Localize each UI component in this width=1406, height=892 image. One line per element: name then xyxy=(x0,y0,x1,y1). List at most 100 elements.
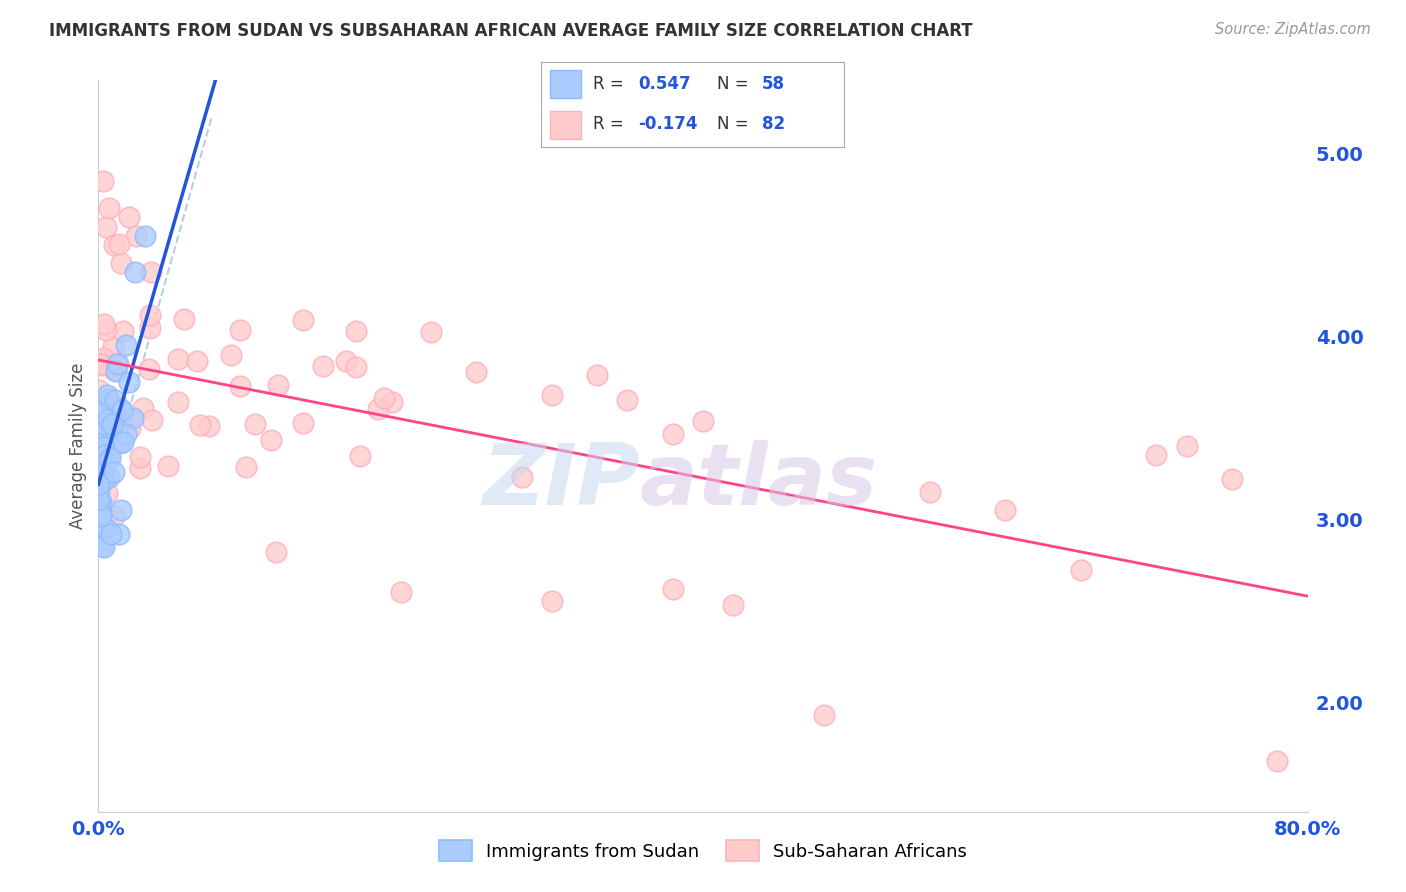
Immigrants from Sudan xyxy=(90,445,112,459)
Immigrants from Sudan xyxy=(89,472,111,486)
Sub-Saharan Africans xyxy=(138,321,160,335)
Sub-Saharan Africans xyxy=(118,211,141,225)
Immigrants from Sudan xyxy=(89,423,111,437)
Immigrants from Sudan xyxy=(110,503,132,517)
Sub-Saharan Africans xyxy=(994,503,1017,517)
Immigrants from Sudan xyxy=(103,466,125,480)
Sub-Saharan Africans xyxy=(90,358,112,372)
Immigrants from Sudan xyxy=(115,426,138,441)
Immigrants from Sudan xyxy=(94,448,117,462)
Sub-Saharan Africans xyxy=(94,427,117,442)
Immigrants from Sudan xyxy=(91,425,114,440)
Text: ZIP: ZIP xyxy=(482,440,640,524)
Immigrants from Sudan xyxy=(98,470,121,484)
Immigrants from Sudan xyxy=(90,431,112,445)
Sub-Saharan Africans xyxy=(723,598,745,612)
Immigrants from Sudan xyxy=(91,469,114,483)
Immigrants from Sudan xyxy=(89,507,111,521)
Sub-Saharan Africans xyxy=(103,237,125,252)
Text: N =: N = xyxy=(717,75,754,93)
Sub-Saharan Africans xyxy=(918,484,941,499)
Text: IMMIGRANTS FROM SUDAN VS SUBSAHARAN AFRICAN AVERAGE FAMILY SIZE CORRELATION CHAR: IMMIGRANTS FROM SUDAN VS SUBSAHARAN AFRI… xyxy=(49,22,973,40)
Sub-Saharan Africans xyxy=(91,174,114,188)
Immigrants from Sudan xyxy=(87,467,110,481)
Sub-Saharan Africans xyxy=(692,414,714,428)
Immigrants from Sudan xyxy=(96,388,118,402)
Sub-Saharan Africans xyxy=(1220,472,1243,486)
Sub-Saharan Africans xyxy=(228,379,250,393)
Immigrants from Sudan xyxy=(110,403,132,417)
Sub-Saharan Africans xyxy=(186,353,208,368)
Immigrants from Sudan xyxy=(107,527,129,541)
Immigrants from Sudan xyxy=(89,467,111,481)
Legend: Immigrants from Sudan, Sub-Saharan Africans: Immigrants from Sudan, Sub-Saharan Afric… xyxy=(432,833,974,869)
Immigrants from Sudan xyxy=(89,426,111,441)
Immigrants from Sudan xyxy=(111,435,134,450)
Sub-Saharan Africans xyxy=(264,545,287,559)
Sub-Saharan Africans xyxy=(103,508,125,523)
Immigrants from Sudan xyxy=(100,417,122,432)
Immigrants from Sudan xyxy=(89,439,111,453)
Immigrants from Sudan xyxy=(90,495,112,509)
Immigrants from Sudan xyxy=(90,458,112,472)
Sub-Saharan Africans xyxy=(344,359,367,374)
Sub-Saharan Africans xyxy=(1175,439,1198,453)
Sub-Saharan Africans xyxy=(245,417,267,431)
Sub-Saharan Africans xyxy=(87,353,110,368)
Sub-Saharan Africans xyxy=(141,413,163,427)
Sub-Saharan Africans xyxy=(367,401,389,416)
Sub-Saharan Africans xyxy=(125,228,148,243)
Text: atlas: atlas xyxy=(640,440,877,524)
Immigrants from Sudan xyxy=(93,540,115,554)
Sub-Saharan Africans xyxy=(107,355,129,369)
Sub-Saharan Africans xyxy=(267,378,290,392)
Y-axis label: Average Family Size: Average Family Size xyxy=(69,363,87,529)
Text: R =: R = xyxy=(593,115,628,133)
Sub-Saharan Africans xyxy=(173,312,195,326)
Immigrants from Sudan xyxy=(87,491,110,506)
Text: R =: R = xyxy=(593,75,628,93)
Sub-Saharan Africans xyxy=(91,351,114,365)
Sub-Saharan Africans xyxy=(141,265,163,279)
Sub-Saharan Africans xyxy=(129,461,152,475)
Sub-Saharan Africans xyxy=(661,427,683,442)
Immigrants from Sudan xyxy=(105,420,128,434)
Sub-Saharan Africans xyxy=(420,325,443,339)
Sub-Saharan Africans xyxy=(661,582,683,596)
Sub-Saharan Africans xyxy=(465,366,488,380)
Sub-Saharan Africans xyxy=(1070,563,1092,577)
Sub-Saharan Africans xyxy=(111,409,134,424)
Bar xyxy=(550,70,581,98)
Text: Source: ZipAtlas.com: Source: ZipAtlas.com xyxy=(1215,22,1371,37)
Immigrants from Sudan xyxy=(87,452,110,467)
Text: 82: 82 xyxy=(762,115,785,133)
Sub-Saharan Africans xyxy=(129,450,152,465)
Sub-Saharan Africans xyxy=(90,469,112,483)
Sub-Saharan Africans xyxy=(292,313,315,327)
Immigrants from Sudan xyxy=(89,422,111,436)
Immigrants from Sudan xyxy=(93,473,115,487)
Sub-Saharan Africans xyxy=(540,594,562,608)
Text: N =: N = xyxy=(717,115,754,133)
Sub-Saharan Africans xyxy=(87,384,110,398)
Immigrants from Sudan xyxy=(87,477,110,491)
Sub-Saharan Africans xyxy=(90,359,112,373)
Sub-Saharan Africans xyxy=(96,485,118,500)
Sub-Saharan Africans xyxy=(291,416,314,430)
Sub-Saharan Africans xyxy=(111,324,134,338)
Immigrants from Sudan xyxy=(93,440,115,454)
Immigrants from Sudan xyxy=(96,454,118,468)
Sub-Saharan Africans xyxy=(312,359,335,373)
Sub-Saharan Africans xyxy=(221,349,243,363)
Sub-Saharan Africans xyxy=(813,707,835,722)
Sub-Saharan Africans xyxy=(132,401,155,416)
Immigrants from Sudan xyxy=(97,392,120,406)
Immigrants from Sudan xyxy=(111,402,134,417)
Immigrants from Sudan xyxy=(93,440,115,454)
Sub-Saharan Africans xyxy=(229,323,252,337)
Immigrants from Sudan xyxy=(104,392,127,407)
Immigrants from Sudan xyxy=(90,539,112,553)
Sub-Saharan Africans xyxy=(101,338,124,352)
Immigrants from Sudan xyxy=(100,526,122,541)
Sub-Saharan Africans xyxy=(94,401,117,415)
